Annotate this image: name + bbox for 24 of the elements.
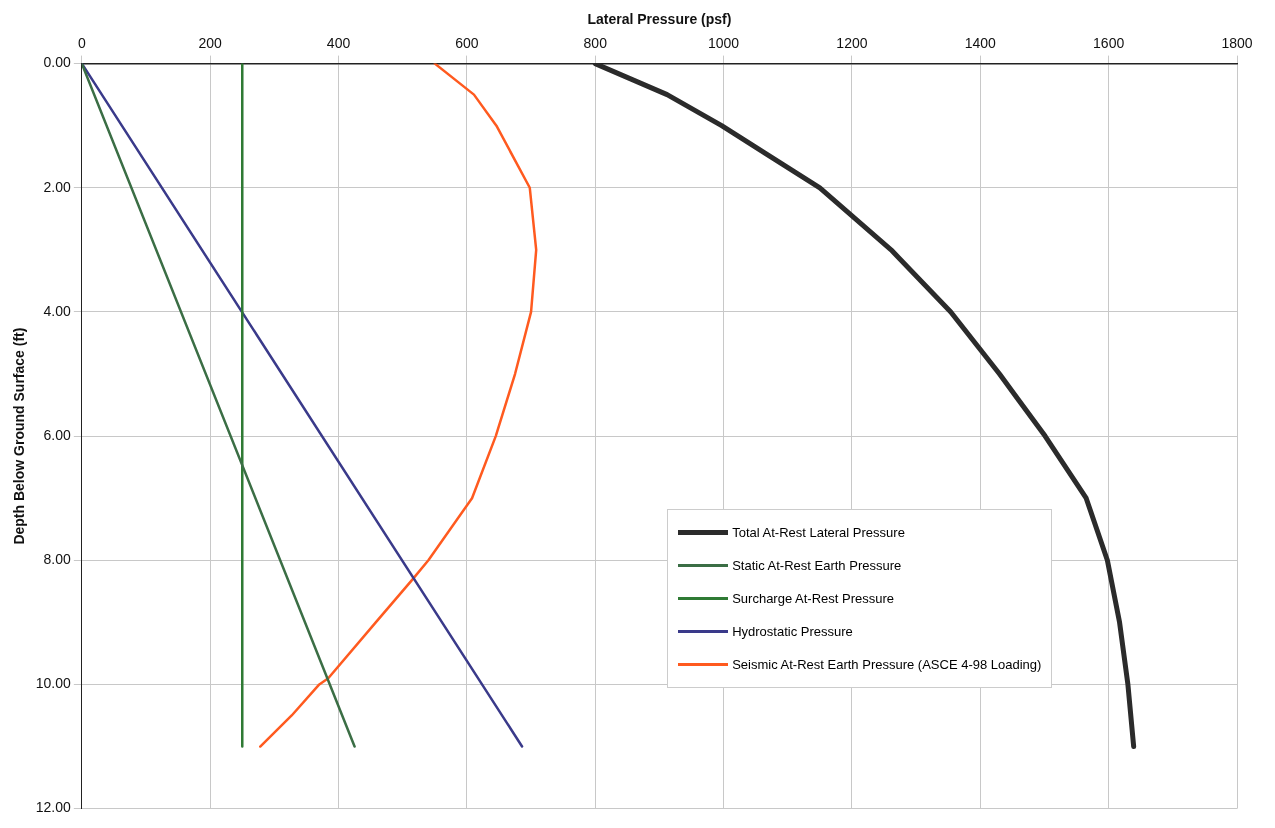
y-tick-label: 12.00 [35, 799, 72, 816]
x-tick-label: 1400 [964, 35, 997, 52]
legend-label: Seismic At-Rest Earth Pressure (ASCE 4-98 Loading) [732, 656, 1042, 672]
x-tick-label: 800 [583, 35, 608, 52]
y-tick-label: 6.00 [43, 426, 72, 443]
x-tick-label: 1600 [1093, 35, 1125, 52]
x-tick-label: 600 [455, 35, 479, 52]
x-tick-label: 0 [77, 35, 86, 52]
legend-label: Total At-Rest Lateral Pressure [732, 524, 905, 540]
x-axis-title: Lateral Pressure (psf) [587, 11, 732, 28]
y-tick-label: 10.00 [35, 675, 72, 692]
y-tick-label: 8.00 [43, 551, 72, 568]
x-tick-label: 1800 [1221, 35, 1253, 52]
x-tick-label: 200 [198, 35, 223, 52]
y-axis-title: Depth Below Ground Surface (ft) [11, 327, 28, 545]
legend-label: Static At-Rest Earth Pressure [732, 557, 902, 573]
legend-label: Hydrostatic Pressure [732, 623, 853, 639]
x-tick-label: 1200 [836, 35, 868, 52]
legend-label: Surcharge At-Rest Pressure [732, 590, 895, 606]
y-tick-label: 0.00 [43, 54, 72, 71]
x-tick-label: 1000 [708, 35, 740, 52]
y-tick-label: 2.00 [43, 178, 72, 195]
x-tick-label: 400 [326, 35, 351, 52]
y-tick-label: 4.00 [43, 302, 72, 319]
